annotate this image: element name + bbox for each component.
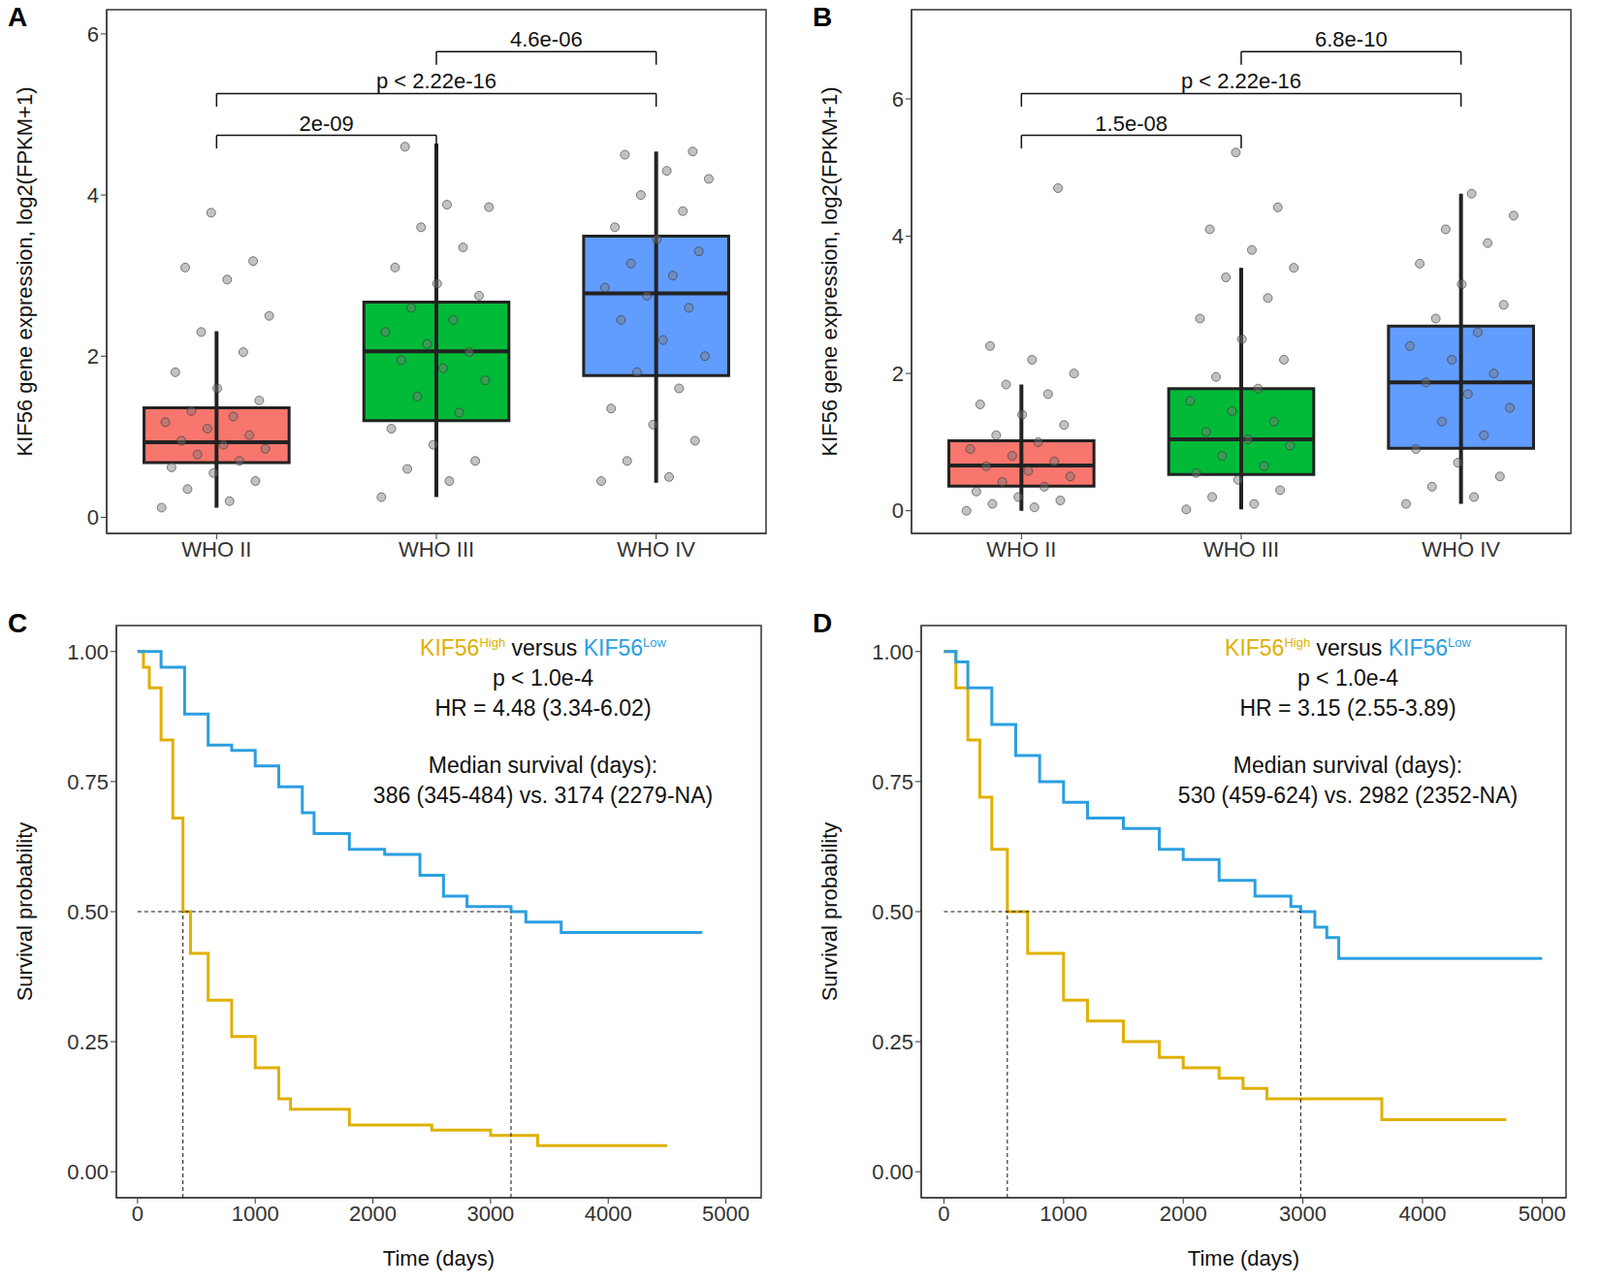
html-text:HR = 4.48 (3.34-6.02): HR = 4.48 (3.34-6.02): [434, 694, 652, 721]
svg-text:KIF56 gene expression, log2(FP: KIF56 gene expression, log2(FPKM+1): [12, 87, 37, 457]
svg-text:5000: 5000: [1518, 1201, 1567, 1226]
svg-text:2000: 2000: [349, 1201, 397, 1226]
html-text:D: D: [812, 608, 833, 639]
svg-text:4000: 4000: [584, 1201, 633, 1226]
svg-text:0.75: 0.75: [66, 769, 109, 795]
html-text:Median survival (days):: Median survival (days):: [428, 752, 658, 778]
svg-text:WHO IV: WHO IV: [1421, 537, 1501, 562]
svg-text:KIF56 gene expression, log2(FP: KIF56 gene expression, log2(FPKM+1): [817, 87, 842, 457]
svg-text:4: 4: [892, 224, 904, 249]
svg-text:0: 0: [892, 498, 904, 523]
svg-text:WHO II: WHO II: [181, 537, 252, 562]
svg-text:2: 2: [892, 361, 904, 386]
html-text:p < 1.0e-4: p < 1.0e-4: [1297, 664, 1399, 691]
svg-text:Survival probability: Survival probability: [12, 822, 37, 1002]
svg-text:WHO III: WHO III: [398, 537, 475, 562]
svg-text:1.5e-08: 1.5e-08: [1094, 111, 1168, 136]
svg-text:Time (days): Time (days): [383, 1246, 495, 1271]
svg-text:3000: 3000: [466, 1201, 514, 1226]
svg-text:0.00: 0.00: [871, 1159, 914, 1184]
svg-text:6.8e-10: 6.8e-10: [1314, 27, 1388, 52]
html-text:p < 1.0e-4: p < 1.0e-4: [492, 664, 594, 691]
svg-text:0.50: 0.50: [66, 899, 109, 925]
svg-text:1.00: 1.00: [66, 640, 109, 665]
svg-text:0: 0: [937, 1201, 950, 1226]
svg-text:0.25: 0.25: [66, 1029, 109, 1055]
html-text:Median survival (days):: Median survival (days):: [1233, 752, 1463, 778]
svg-text:4000: 4000: [1398, 1201, 1446, 1226]
svg-text:WHO III: WHO III: [1203, 537, 1280, 562]
svg-text:p < 2.22e-16: p < 2.22e-16: [376, 68, 497, 94]
html-text:C: C: [7, 608, 28, 639]
svg-text:0.75: 0.75: [871, 769, 914, 795]
html-text:386 (345-484) vs. 3174 (2279-N: 386 (345-484) vs. 3174 (2279-NA): [373, 782, 713, 808]
html-text:KIF56High versus KIF56Low: KIF56High versus KIF56Low: [1224, 634, 1471, 661]
svg-text:1000: 1000: [1039, 1201, 1088, 1226]
svg-text:0.00: 0.00: [66, 1159, 109, 1184]
html-text:530 (459-624) vs. 2982 (2352-N: 530 (459-624) vs. 2982 (2352-NA): [1177, 782, 1518, 808]
svg-text:WHO II: WHO II: [986, 537, 1056, 562]
html-text:KIF56High versus KIF56Low: KIF56High versus KIF56Low: [419, 634, 667, 661]
svg-text:p < 2.22e-16: p < 2.22e-16: [1181, 68, 1302, 94]
svg-text:0: 0: [87, 505, 99, 530]
svg-text:0.50: 0.50: [871, 899, 914, 925]
svg-text:6: 6: [87, 22, 99, 47]
svg-text:0.25: 0.25: [871, 1029, 914, 1055]
html-text:B: B: [812, 1, 833, 32]
svg-text:2: 2: [87, 344, 99, 369]
svg-text:4: 4: [87, 183, 99, 208]
html-text:A: A: [7, 1, 28, 32]
svg-text:1000: 1000: [231, 1201, 280, 1226]
svg-text:3000: 3000: [1279, 1201, 1327, 1226]
svg-text:4.6e-06: 4.6e-06: [510, 27, 583, 52]
svg-text:2000: 2000: [1159, 1201, 1208, 1226]
svg-text:Survival probability: Survival probability: [817, 822, 842, 1002]
svg-text:0: 0: [131, 1201, 144, 1226]
svg-text:Time (days): Time (days): [1187, 1246, 1300, 1271]
svg-text:6: 6: [892, 87, 904, 112]
svg-text:2e-09: 2e-09: [299, 111, 354, 136]
html-text:HR = 3.15 (2.55-3.89): HR = 3.15 (2.55-3.89): [1239, 694, 1456, 721]
svg-text:WHO IV: WHO IV: [616, 537, 696, 562]
svg-text:5000: 5000: [702, 1201, 750, 1226]
svg-text:1.00: 1.00: [871, 640, 914, 665]
